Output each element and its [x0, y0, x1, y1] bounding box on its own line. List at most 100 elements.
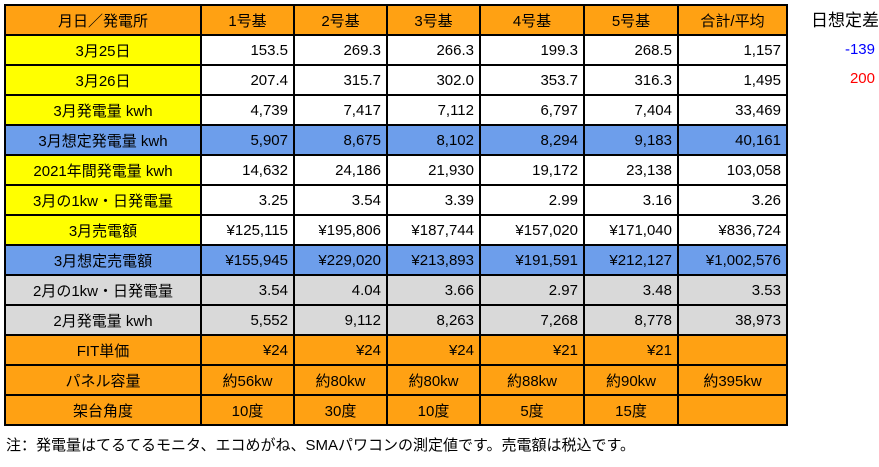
data-cell[interactable]: 15度: [583, 394, 679, 426]
data-cell[interactable]: 約88kw: [479, 364, 585, 396]
data-cell[interactable]: 5,907: [200, 124, 295, 156]
data-cell[interactable]: 3.53: [677, 274, 788, 306]
data-cell[interactable]: 23,138: [583, 154, 679, 186]
daily-forecast-diff-value-mar25[interactable]: -139: [844, 41, 875, 58]
row-label[interactable]: 3月発電量 kwh: [4, 94, 202, 126]
data-cell[interactable]: 9,112: [293, 304, 388, 336]
data-cell[interactable]: 30度: [293, 394, 388, 426]
data-cell[interactable]: 2.99: [479, 184, 585, 216]
row-label[interactable]: 3月26日: [4, 64, 202, 96]
data-cell[interactable]: 7,417: [293, 94, 388, 126]
data-cell[interactable]: 199.3: [479, 34, 585, 66]
data-cell[interactable]: ¥157,020: [479, 214, 585, 246]
data-cell[interactable]: ¥155,945: [200, 244, 295, 276]
data-cell[interactable]: ¥1,002,576: [677, 244, 788, 276]
column-header-unit-2[interactable]: 2号基: [293, 4, 388, 36]
data-cell[interactable]: 約80kw: [293, 364, 388, 396]
data-cell[interactable]: 8,675: [293, 124, 388, 156]
data-cell[interactable]: 1,495: [677, 64, 788, 96]
data-cell[interactable]: 40,161: [677, 124, 788, 156]
data-cell[interactable]: 5,552: [200, 304, 295, 336]
corner-header-cell[interactable]: 月日／発電所: [4, 4, 202, 36]
data-cell[interactable]: 3.26: [677, 184, 788, 216]
data-cell[interactable]: 19,172: [479, 154, 585, 186]
data-cell[interactable]: ¥212,127: [583, 244, 679, 276]
daily-forecast-diff-value-mar26[interactable]: 200: [849, 70, 875, 87]
data-cell[interactable]: 5度: [479, 394, 585, 426]
column-header-unit-4[interactable]: 4号基: [479, 4, 585, 36]
data-cell[interactable]: 10度: [386, 394, 481, 426]
row-label[interactable]: パネル容量: [4, 364, 202, 396]
row-label[interactable]: 3月売電額: [4, 214, 202, 246]
data-cell[interactable]: 7,268: [479, 304, 585, 336]
data-cell[interactable]: 3.66: [386, 274, 481, 306]
data-cell[interactable]: 353.7: [479, 64, 585, 96]
data-cell[interactable]: 315.7: [293, 64, 388, 96]
data-cell[interactable]: 8,778: [583, 304, 679, 336]
data-cell[interactable]: ¥24: [293, 334, 388, 366]
data-cell[interactable]: 153.5: [200, 34, 295, 66]
data-cell[interactable]: 3.16: [583, 184, 679, 216]
data-cell[interactable]: 103,058: [677, 154, 788, 186]
data-cell[interactable]: 3.54: [293, 184, 388, 216]
data-cell[interactable]: ¥191,591: [479, 244, 585, 276]
row-label[interactable]: FIT単価: [4, 334, 202, 366]
data-cell[interactable]: 7,404: [583, 94, 679, 126]
data-cell[interactable]: [677, 394, 788, 426]
column-header-unit-6[interactable]: 合計/平均: [677, 4, 788, 36]
data-cell[interactable]: ¥24: [200, 334, 295, 366]
data-cell[interactable]: 4,739: [200, 94, 295, 126]
data-cell[interactable]: 7,112: [386, 94, 481, 126]
data-cell[interactable]: ¥229,020: [293, 244, 388, 276]
data-cell[interactable]: 33,469: [677, 94, 788, 126]
row-label[interactable]: 3月想定売電額: [4, 244, 202, 276]
data-cell[interactable]: 8,102: [386, 124, 481, 156]
data-cell[interactable]: 約90kw: [583, 364, 679, 396]
row-label[interactable]: 2021年間発電量 kwh: [4, 154, 202, 186]
data-cell[interactable]: 10度: [200, 394, 295, 426]
data-cell[interactable]: 3.48: [583, 274, 679, 306]
data-cell[interactable]: 3.25: [200, 184, 295, 216]
row-label[interactable]: 2月の1kw・日発電量: [4, 274, 202, 306]
row-label[interactable]: 3月想定発電量 kwh: [4, 124, 202, 156]
data-cell[interactable]: 316.3: [583, 64, 679, 96]
data-cell[interactable]: 9,183: [583, 124, 679, 156]
row-label[interactable]: 3月25日: [4, 34, 202, 66]
data-cell[interactable]: 21,930: [386, 154, 481, 186]
data-cell[interactable]: ¥836,724: [677, 214, 788, 246]
data-cell[interactable]: 6,797: [479, 94, 585, 126]
data-cell[interactable]: 14,632: [200, 154, 295, 186]
data-cell[interactable]: 約395kw: [677, 364, 788, 396]
data-cell[interactable]: ¥195,806: [293, 214, 388, 246]
data-cell[interactable]: 38,973: [677, 304, 788, 336]
data-cell[interactable]: ¥171,040: [583, 214, 679, 246]
data-cell[interactable]: ¥125,115: [200, 214, 295, 246]
row-label[interactable]: 2月発電量 kwh: [4, 304, 202, 336]
data-cell[interactable]: ¥24: [386, 334, 481, 366]
data-cell[interactable]: 207.4: [200, 64, 295, 96]
data-cell[interactable]: 269.3: [293, 34, 388, 66]
data-cell[interactable]: 2.97: [479, 274, 585, 306]
data-cell[interactable]: ¥187,744: [386, 214, 481, 246]
data-cell[interactable]: 302.0: [386, 64, 481, 96]
data-cell[interactable]: ¥213,893: [386, 244, 481, 276]
data-cell[interactable]: 約56kw: [200, 364, 295, 396]
data-cell[interactable]: 8,294: [479, 124, 585, 156]
data-cell[interactable]: ¥21: [479, 334, 585, 366]
data-cell[interactable]: ¥21: [583, 334, 679, 366]
data-cell[interactable]: 約80kw: [386, 364, 481, 396]
data-cell[interactable]: 4.04: [293, 274, 388, 306]
data-cell[interactable]: 1,157: [677, 34, 788, 66]
row-label[interactable]: 架台角度: [4, 394, 202, 426]
column-header-unit-3[interactable]: 3号基: [386, 4, 481, 36]
data-cell[interactable]: 24,186: [293, 154, 388, 186]
row-label[interactable]: 3月の1kw・日発電量: [4, 184, 202, 216]
column-header-unit-5[interactable]: 5号基: [583, 4, 679, 36]
data-cell[interactable]: 3.39: [386, 184, 481, 216]
data-cell[interactable]: [677, 334, 788, 366]
column-header-unit-1[interactable]: 1号基: [200, 4, 295, 36]
data-cell[interactable]: 3.54: [200, 274, 295, 306]
data-cell[interactable]: 266.3: [386, 34, 481, 66]
data-cell[interactable]: 8,263: [386, 304, 481, 336]
data-cell[interactable]: 268.5: [583, 34, 679, 66]
